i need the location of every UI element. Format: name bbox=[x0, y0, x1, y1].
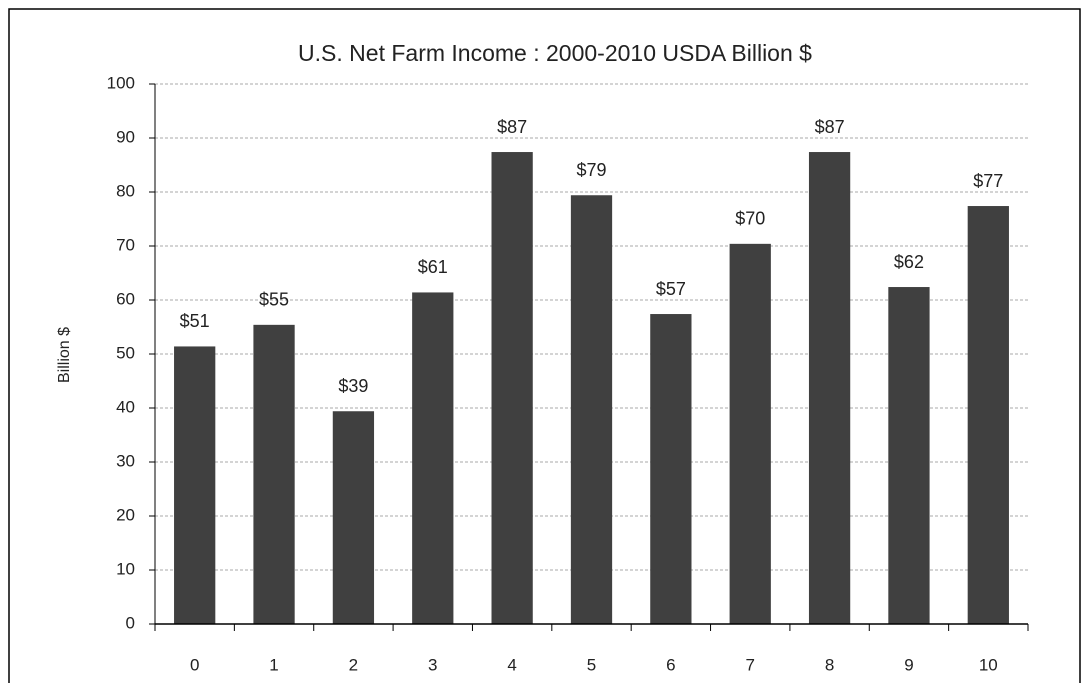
y-tick-label: 0 bbox=[126, 613, 135, 632]
bar bbox=[729, 243, 771, 624]
y-tick-label: 60 bbox=[116, 289, 135, 308]
data-label: $61 bbox=[418, 257, 448, 277]
y-tick-label: 20 bbox=[116, 505, 135, 524]
bar bbox=[332, 411, 375, 624]
y-tick-label: 80 bbox=[116, 181, 135, 200]
x-tick-label: 6 bbox=[666, 655, 675, 674]
y-tick-label: 70 bbox=[116, 235, 135, 254]
y-axis-label: Billion $ bbox=[56, 327, 73, 383]
bar bbox=[253, 324, 295, 624]
y-tick-label: 90 bbox=[116, 127, 135, 146]
y-tick-label: 100 bbox=[107, 73, 135, 92]
bar bbox=[808, 152, 851, 625]
x-tick-label: 9 bbox=[904, 655, 913, 674]
data-label: $87 bbox=[497, 117, 527, 137]
y-tick-label: 50 bbox=[116, 343, 135, 362]
x-tick-label: 0 bbox=[190, 655, 199, 674]
y-tick-label: 40 bbox=[116, 397, 135, 416]
x-tick-label: 8 bbox=[825, 655, 834, 674]
x-tick-label: 2 bbox=[349, 655, 358, 674]
data-label: $79 bbox=[576, 160, 606, 180]
data-label: $57 bbox=[656, 279, 686, 299]
x-tick-label: 4 bbox=[507, 655, 516, 674]
y-tick-label: 30 bbox=[116, 451, 135, 470]
x-tick-label: 7 bbox=[745, 655, 754, 674]
data-label: $51 bbox=[180, 311, 210, 331]
chart-title: U.S. Net Farm Income : 2000-2010 USDA Bi… bbox=[298, 40, 812, 66]
bar bbox=[967, 206, 1009, 625]
data-label: $77 bbox=[973, 171, 1003, 191]
data-label: $62 bbox=[894, 252, 924, 272]
chart-frame bbox=[8, 8, 1081, 683]
bar bbox=[650, 314, 692, 624]
bar bbox=[412, 292, 454, 624]
bar bbox=[174, 346, 216, 624]
bar bbox=[888, 287, 930, 624]
data-label: $87 bbox=[815, 117, 845, 137]
y-tick-label: 10 bbox=[116, 559, 135, 578]
x-tick-label: 5 bbox=[587, 655, 596, 674]
x-tick-label: 1 bbox=[269, 655, 278, 674]
x-tick-label: 3 bbox=[428, 655, 437, 674]
bar bbox=[570, 195, 613, 625]
x-tick-label: 10 bbox=[979, 655, 998, 674]
data-label: $39 bbox=[338, 376, 368, 396]
data-label: $55 bbox=[259, 290, 289, 310]
bar bbox=[491, 152, 533, 625]
data-label: $70 bbox=[735, 209, 765, 229]
